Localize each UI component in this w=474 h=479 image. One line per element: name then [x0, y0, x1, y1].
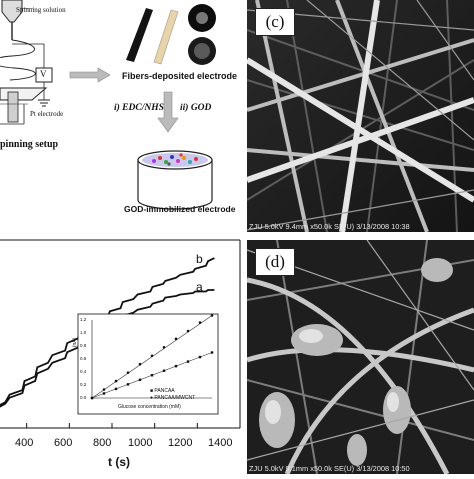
inset-data-point — [126, 383, 130, 386]
syringe-shape — [1, 0, 23, 23]
series-label-b: b — [196, 252, 203, 266]
coated-electrode-rod — [126, 8, 153, 62]
process-arrow-down — [157, 91, 179, 133]
inset-data-point — [198, 321, 202, 324]
amperometric-plot-svg — [0, 239, 241, 429]
pt-electrode-rod — [7, 91, 19, 123]
x-tick-label: 400 — [15, 437, 34, 449]
setup-caption: pinning setup — [0, 139, 59, 150]
inset-data-point — [162, 369, 166, 372]
inset-legend-square-icon: ■ — [150, 388, 155, 394]
inset-y-tick: 1.0 — [80, 330, 87, 335]
inset-y-tick: 0.6 — [80, 356, 87, 361]
inset-legend-circle-icon: ● — [150, 395, 155, 401]
panel-letter-c: (c) — [255, 8, 295, 36]
inset-data-point — [102, 392, 106, 395]
inset-legend-label-1: PANCAA — [154, 388, 175, 394]
inset-data-point — [114, 379, 118, 383]
inset-data-point — [198, 355, 202, 359]
inset-y-tick: 0.2 — [80, 382, 87, 387]
step1-label: i) EDC/NHS — [114, 103, 164, 113]
sem-image-c: (c) ZJU 5.0kV 9.4mm x50.0k SE(U) 3/13/20… — [247, 0, 474, 232]
sem-info-c: ZJU 5.0kV 9.4mm x50.0k SE(U) 3/13/2008 1… — [249, 222, 410, 231]
inset-y-tick: 0.4 — [80, 369, 87, 374]
collector-plate — [0, 87, 48, 101]
panel-letter-d: (d) — [255, 248, 295, 276]
inset-data-point — [186, 360, 190, 363]
inset-legend-1: ■ PANCAA — [150, 388, 175, 394]
inset-data-point — [114, 387, 118, 391]
x-tick-label: 1200 — [168, 437, 193, 449]
inset-data-point — [174, 364, 178, 368]
series-label-a: a — [196, 280, 203, 294]
x-tick-label: 800 — [93, 437, 112, 449]
inset-data-point — [174, 337, 178, 341]
inset-x-label: Glucose concentration (mM) — [118, 404, 181, 410]
inset-legend-label-2: PANCAA/MWCNT — [154, 395, 196, 401]
sem-image-d: (d) ZJU 5.0kV 9.1mm x50.0k SE(U) 3/13/20… — [247, 240, 474, 474]
sem-fibers-c — [247, 0, 474, 232]
inset-data-point — [90, 396, 94, 400]
sem-info-d: ZJU 5.0kV 9.1mm x50.0k SE(U) 3/13/2008 1… — [249, 464, 410, 473]
inset-y-label: I (nA) — [72, 337, 78, 350]
inset-data-point — [102, 388, 106, 391]
voltage-symbol: V — [40, 69, 47, 79]
jet-spiral — [0, 39, 36, 81]
inset-data-point — [210, 314, 214, 317]
fibers-caption: Fibers-deposited electrode — [122, 71, 238, 81]
inset-data-point — [210, 351, 214, 354]
inset-legend-2: ● PANCAA/MWCNT — [150, 395, 195, 401]
inset-data-point — [162, 346, 166, 349]
inset-data-point — [126, 371, 130, 374]
pt-electrode-label: Pt electrode — [30, 110, 64, 118]
inset-y-tick: 1.2 — [80, 317, 87, 322]
electrospinning-schematic — [0, 0, 224, 210]
inset-data-point — [186, 329, 190, 333]
enzyme-layer — [142, 153, 208, 167]
x-tick-label: 1400 — [208, 437, 233, 449]
sem-fibers-d — [247, 240, 474, 474]
inset-y-tick: 0.0 — [80, 395, 87, 400]
inset-y-tick: 0.8 — [80, 343, 87, 348]
step2-label: ii) GOD — [180, 103, 212, 113]
x-tick-label: 600 — [54, 437, 73, 449]
bare-electrode-rod — [153, 9, 179, 65]
inset-data-point — [138, 362, 142, 366]
amperometric-plot: b a 400 600 800 1000 1200 1400 t (s) I (… — [0, 232, 247, 474]
x-axis-label: t (s) — [108, 455, 130, 469]
god-caption: GOD-immobilized electrode — [124, 204, 236, 214]
god-electrode-body — [137, 159, 213, 210]
inset-data-point — [150, 354, 154, 358]
process-arrow-right — [69, 67, 111, 83]
x-tick-label: 1000 — [128, 437, 153, 449]
spinning-solution-label: Spinning solution — [16, 6, 66, 14]
inset-data-point — [150, 374, 154, 377]
inset-data-point — [138, 378, 142, 381]
inset-frame — [77, 313, 219, 415]
schematic-panel: Spinning solution V Pt electrode pinning… — [0, 0, 244, 232]
